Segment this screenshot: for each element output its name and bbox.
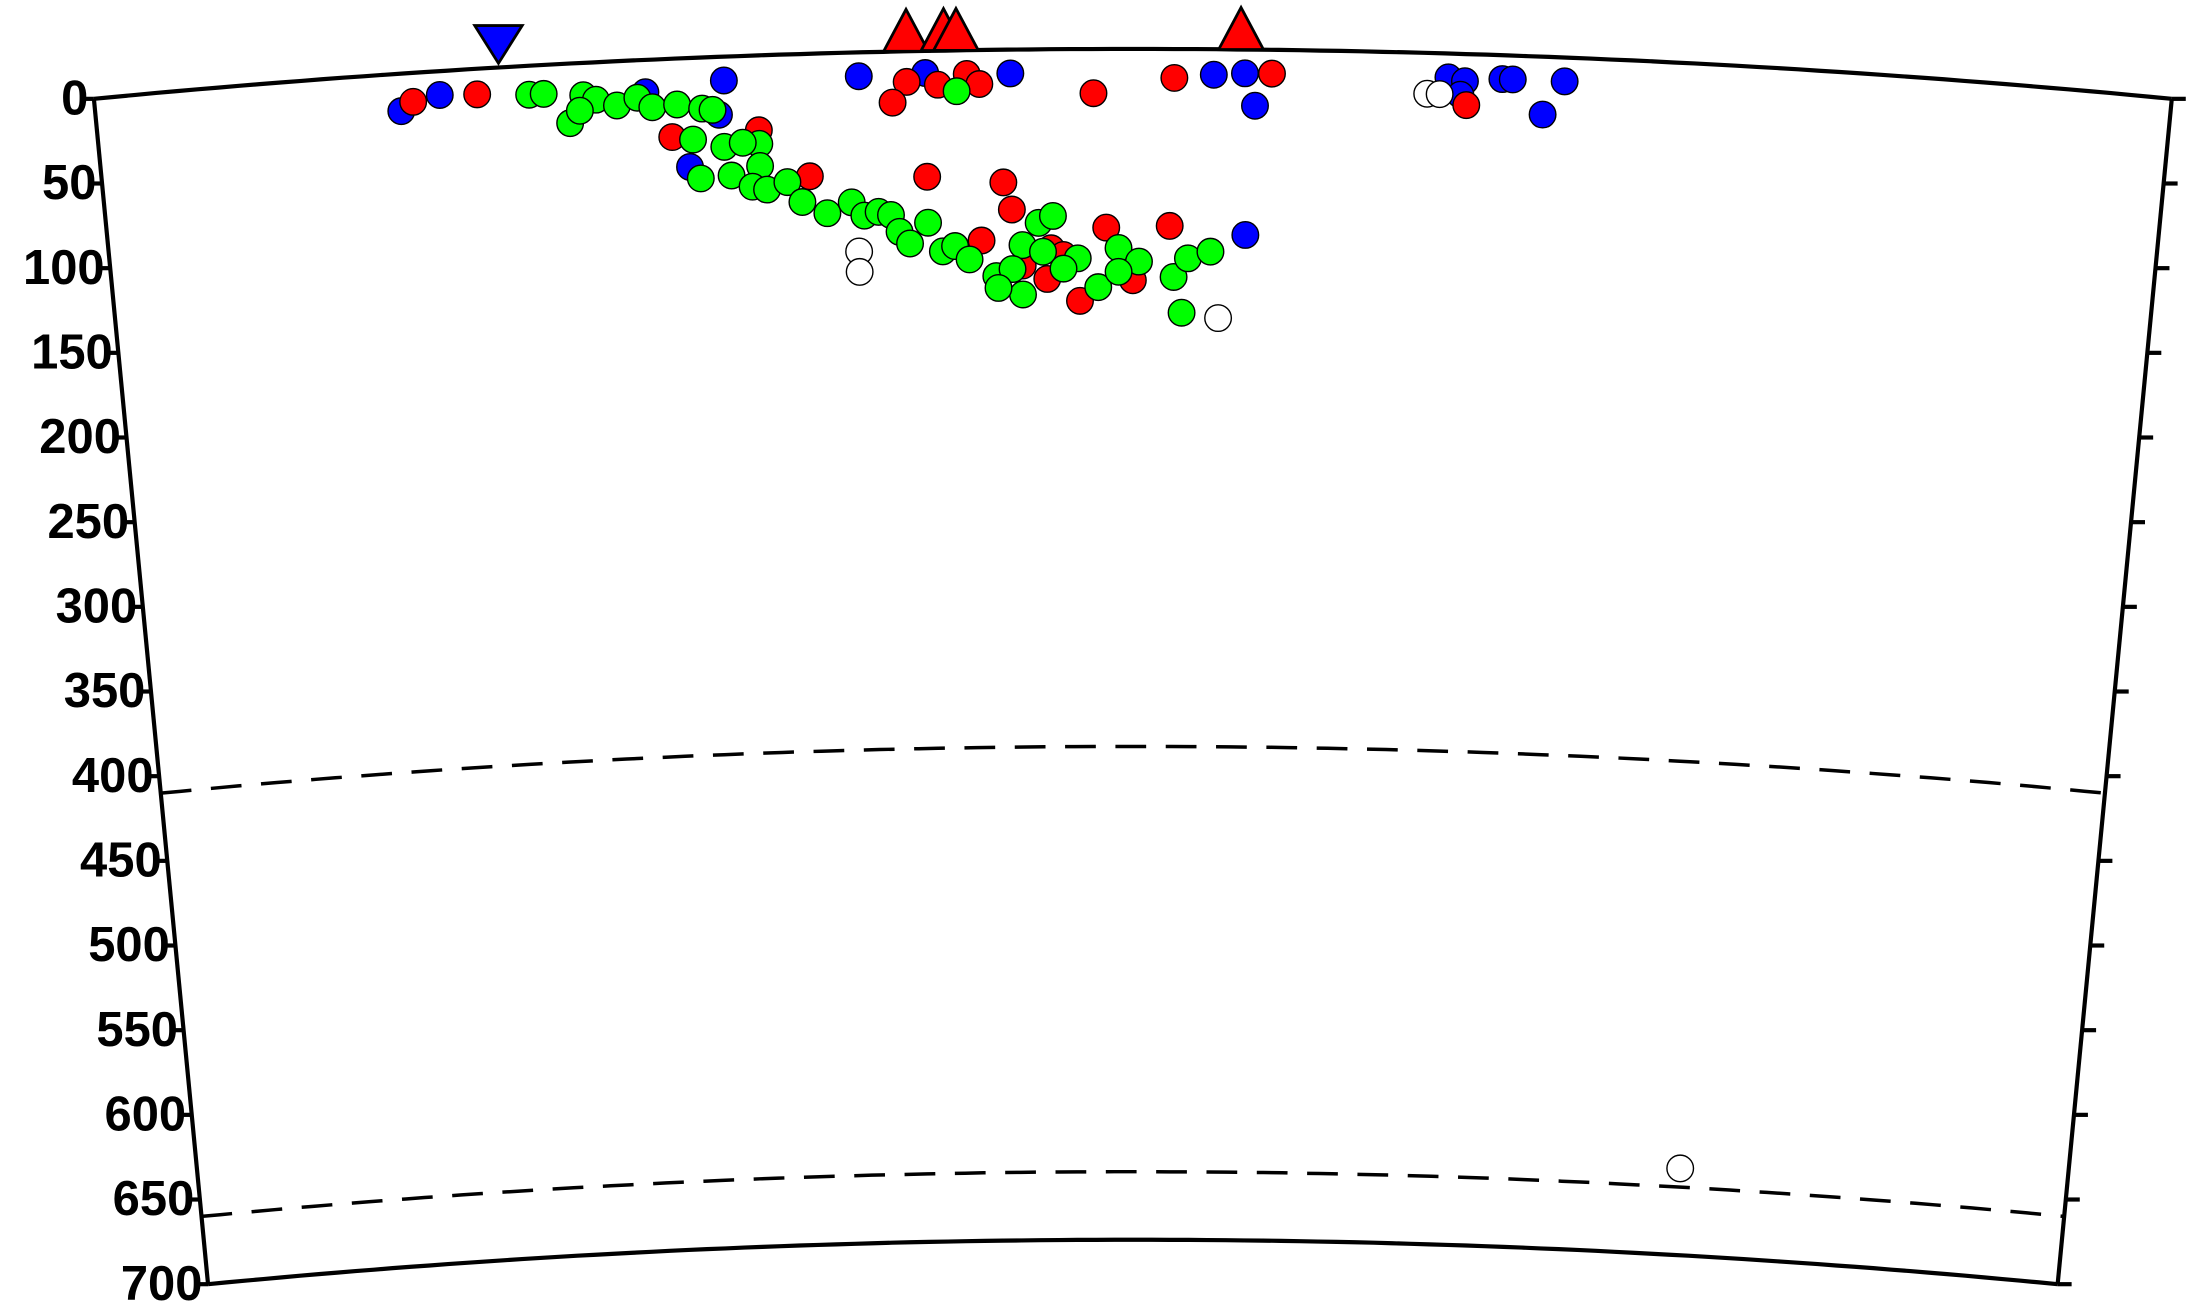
event-point: [773, 168, 802, 197]
event-point: [1666, 1154, 1695, 1183]
event-point: [1038, 201, 1067, 230]
event-point: [709, 66, 738, 95]
y-tick-label: 300: [56, 580, 138, 634]
event-point: [942, 77, 971, 106]
y-tick-label: 0: [61, 72, 88, 126]
y-tick-label: 100: [23, 241, 105, 295]
event-point: [813, 199, 842, 228]
trench: [472, 24, 525, 66]
event-point: [1160, 63, 1189, 92]
event-point: [1084, 273, 1113, 302]
event-point: [955, 245, 984, 274]
event-point: [1231, 220, 1260, 249]
event-point: [1029, 237, 1057, 266]
event-point: [1425, 80, 1454, 109]
event-point: [1167, 298, 1196, 327]
volcano: [881, 6, 931, 53]
y-tick-label: 400: [72, 749, 154, 803]
event-point: [996, 59, 1025, 88]
y-tick-label: 50: [42, 156, 96, 210]
event-point: [1092, 213, 1121, 242]
event-point: [1049, 254, 1078, 283]
volcano: [1216, 4, 1266, 51]
event-point: [1498, 65, 1527, 94]
event-point: [399, 87, 428, 116]
event-point: [914, 208, 943, 237]
event-point: [638, 93, 667, 122]
event-point: [989, 168, 1018, 197]
event-point: [1230, 59, 1259, 88]
y-tick-label: 650: [113, 1172, 195, 1226]
event-point: [984, 273, 1013, 302]
event-point: [844, 62, 873, 91]
event-point: [1257, 59, 1286, 88]
event-point: [997, 195, 1026, 224]
volcano: [931, 5, 981, 52]
event-point: [679, 125, 708, 154]
event-point: [1009, 280, 1037, 309]
event-point: [663, 90, 692, 119]
y-tick-label: 500: [88, 918, 170, 972]
event-point: [998, 255, 1027, 284]
y-tick-label: 200: [39, 410, 121, 464]
event-point: [1241, 91, 1269, 120]
event-point: [1199, 60, 1228, 89]
event-point: [845, 257, 874, 286]
frame-bottom: [207, 1237, 2058, 1287]
event-point: [529, 79, 558, 108]
event-point: [698, 95, 727, 124]
event-point: [1204, 304, 1233, 333]
event-point: [1452, 91, 1481, 120]
y-tick-label: 700: [121, 1257, 203, 1307]
discontinuity-line: [201, 1169, 2065, 1219]
event-point: [1196, 237, 1225, 266]
y-tick-label: 600: [105, 1088, 187, 1142]
event-point: [425, 80, 454, 109]
y-tick-label: 150: [31, 326, 113, 380]
event-point: [463, 80, 492, 109]
event-point: [686, 164, 715, 193]
discontinuity-line: [160, 744, 2106, 795]
event-point: [1155, 211, 1184, 240]
event-point: [788, 188, 817, 217]
event-point: [1528, 100, 1557, 129]
event-point: [728, 128, 757, 157]
event-point: [1104, 257, 1133, 286]
y-tick-label: 450: [80, 834, 162, 888]
frame-top: [93, 46, 2172, 101]
y-tick-label: 250: [47, 495, 129, 549]
event-point: [565, 96, 594, 125]
event-point: [1079, 79, 1108, 108]
event-point: [896, 229, 925, 258]
event-point: [878, 88, 907, 117]
event-point: [913, 162, 942, 191]
y-tick-label: 350: [64, 664, 146, 718]
event-point: [1159, 262, 1188, 291]
event-point: [892, 67, 921, 96]
y-tick-label: 550: [96, 1003, 178, 1057]
event-point: [1550, 67, 1579, 96]
